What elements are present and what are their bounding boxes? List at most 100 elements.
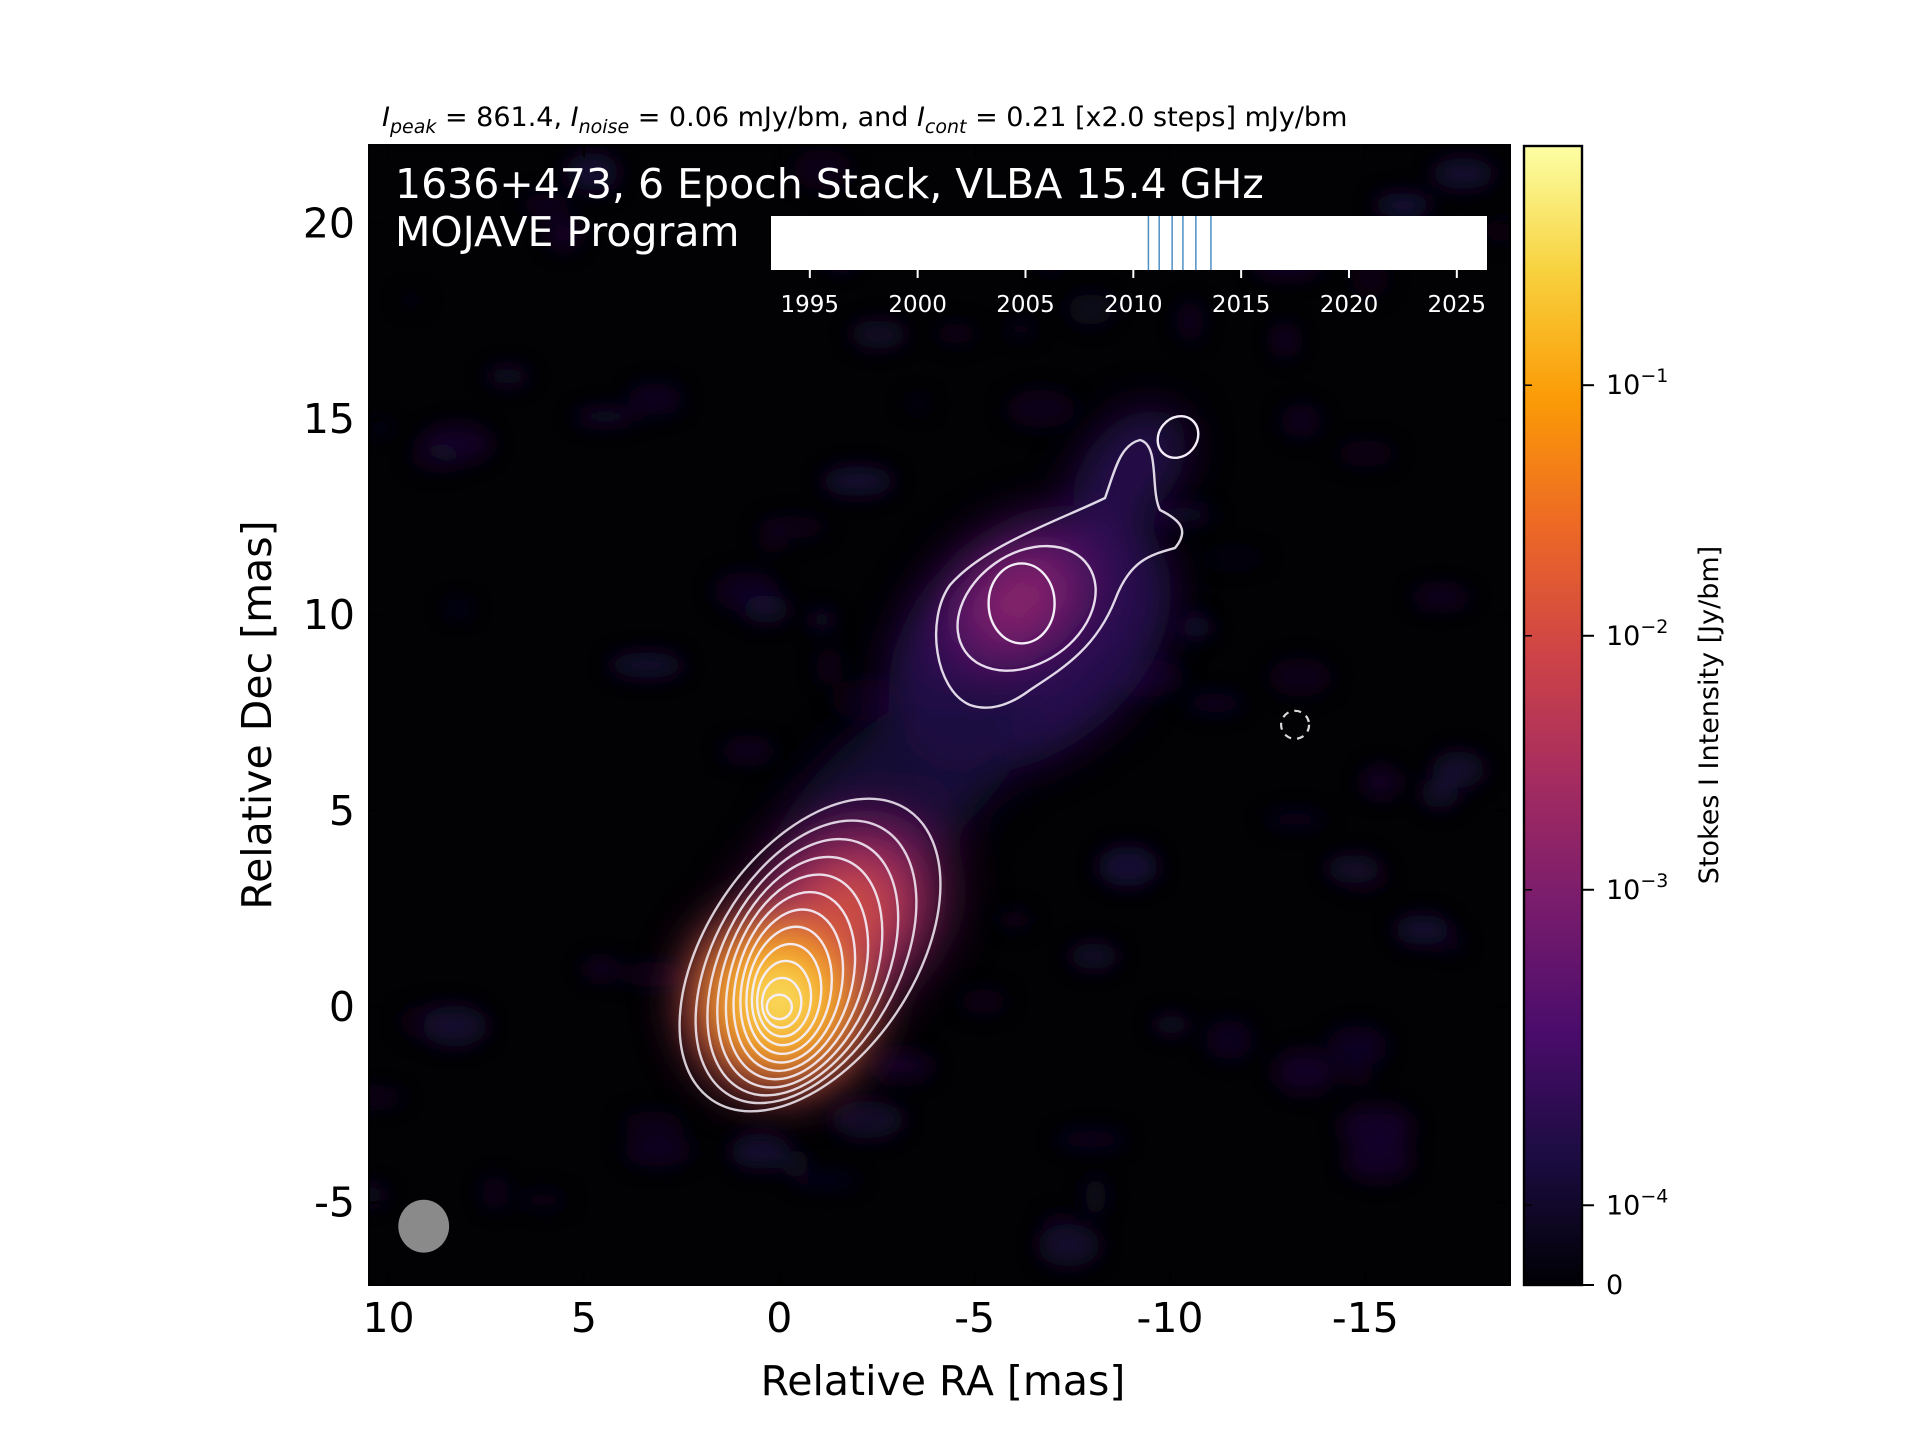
noise-blob	[369, 1091, 406, 1105]
noise-blob	[782, 1150, 809, 1179]
noise-blob	[1264, 811, 1327, 828]
epoch-timeline: 1995 2000 2005 2010 2015 2020 2025	[771, 216, 1487, 318]
noise-blob	[1346, 867, 1388, 891]
core-contour	[765, 993, 793, 1021]
noise-blob	[1435, 934, 1465, 951]
noise-blob	[1176, 300, 1204, 343]
y-tick-label: 10	[303, 591, 355, 639]
timeline-tick-label: 1995	[781, 292, 840, 318]
timeline-tick-label: 2010	[1104, 292, 1163, 318]
noise-blob	[1343, 1139, 1414, 1181]
beam-ellipse	[398, 1199, 450, 1253]
y-tick-label: 0	[329, 983, 355, 1031]
core-contour	[732, 890, 857, 1073]
noise-blob	[958, 989, 1008, 1014]
dashed-marker	[1279, 709, 1311, 740]
colorbar-tick-label: 0	[1606, 1270, 1623, 1301]
core-contour	[755, 959, 813, 1038]
noise-blob	[935, 323, 978, 345]
x-tick-label: -10	[1137, 1294, 1204, 1342]
noise-blob	[1153, 1014, 1190, 1035]
colorbar-ticks: 0 10−4 10−3 10−2 10−1	[1524, 365, 1668, 1301]
noise-blob	[742, 595, 790, 623]
noise-blob	[565, 152, 619, 191]
noise-blob	[1085, 1175, 1107, 1217]
noise-blob	[572, 408, 638, 425]
noise-blob	[872, 1052, 934, 1081]
x-tick-label: 5	[571, 1294, 597, 1342]
noise-blob	[546, 217, 582, 251]
noise-blob	[1273, 1050, 1336, 1094]
noise-blob	[481, 1175, 509, 1210]
noise-blob	[1005, 389, 1077, 428]
y-tick-label: 15	[303, 395, 355, 443]
noise-blob	[850, 320, 908, 349]
colorbar-tick-label: 10−4	[1606, 1185, 1668, 1221]
noise-blob	[1097, 846, 1159, 887]
noise-blob	[1431, 158, 1495, 190]
colorbar-tick-label: 10−1	[1606, 365, 1668, 401]
y-tick-label: -5	[314, 1179, 355, 1227]
colorbar-tick-label: 10−3	[1606, 870, 1668, 906]
noise-blob	[518, 1192, 568, 1209]
noise-blob	[1481, 219, 1510, 242]
x-tick-label: 10	[362, 1294, 414, 1342]
noise-blob	[627, 383, 683, 416]
noise-blob	[730, 1133, 790, 1169]
image-panel: 1636+473, 6 Epoch Stack, VLBA 15.4 GHz M…	[303, 144, 1511, 1342]
noise-blob	[620, 1111, 686, 1134]
plot-frame	[368, 144, 1511, 1286]
timeline-tick-label: 2000	[888, 292, 947, 318]
program-title: MOJAVE Program	[395, 208, 739, 256]
colorbar: 0 10−4 10−3 10−2 10−1 Stokes I Intensity [Jy…	[1522, 144, 1725, 1301]
knot-contour	[1156, 414, 1200, 460]
timeline-tick-label: 2015	[1212, 292, 1271, 318]
y-tick-label: 20	[303, 199, 355, 247]
noise-blob	[1394, 914, 1451, 946]
noise-blob	[810, 610, 834, 630]
noise-blob	[832, 678, 906, 722]
outer-contour-3	[987, 562, 1056, 645]
noise-blob	[830, 1100, 905, 1139]
colorbar-bar	[1522, 144, 1584, 1287]
core-contour	[706, 837, 900, 1097]
noise-blob	[1338, 1105, 1415, 1149]
noise-blob	[1273, 322, 1297, 358]
noise-blob	[795, 1174, 861, 1187]
plot-header: Ipeak = 861.4, Inoise = 0.06 mJy/bm, and…	[382, 102, 1347, 138]
core-contour	[716, 855, 884, 1089]
core-contour	[750, 942, 823, 1047]
noise-blob	[1205, 1019, 1254, 1060]
core-contour	[694, 819, 918, 1105]
noise-blob	[369, 1185, 388, 1205]
noise-blob	[1037, 1224, 1101, 1267]
x-axis-label: Relative RA [mas]	[761, 1357, 1126, 1405]
noise-blob	[420, 423, 494, 464]
timeline-epochs	[1147, 216, 1212, 270]
noise-blob	[792, 149, 852, 191]
x-tick-label: -5	[954, 1294, 995, 1342]
noise-blob	[608, 652, 685, 678]
y-axis-label: Relative Dec [mas]	[233, 520, 281, 909]
source-title: 1636+473, 6 Epoch Stack, VLBA 15.4 GHz	[395, 160, 1264, 208]
noise-blob	[721, 741, 776, 761]
timeline-tick-label: 2020	[1320, 292, 1379, 318]
noise-blob	[1180, 615, 1213, 638]
core-contour	[724, 873, 870, 1081]
outer-contour-1	[934, 438, 1184, 709]
noise-blob	[996, 909, 1032, 930]
y-tick-label: 5	[329, 787, 355, 835]
timeline-tick-label: 2025	[1428, 292, 1487, 318]
core-contour	[678, 797, 942, 1113]
noise-blob	[1185, 693, 1244, 713]
noise-blob	[369, 422, 394, 435]
core-contour	[739, 908, 845, 1064]
axis-ticks: 10 5 0 -5 -10 -15 -5 0 5 10 15 20	[303, 145, 1510, 1342]
noise-blob	[399, 292, 424, 308]
noise-blob	[421, 1005, 488, 1047]
noise-blob	[1201, 551, 1264, 565]
noise-blob	[522, 193, 569, 218]
noise-blob	[1327, 1025, 1388, 1067]
noise-blob	[1336, 440, 1396, 467]
